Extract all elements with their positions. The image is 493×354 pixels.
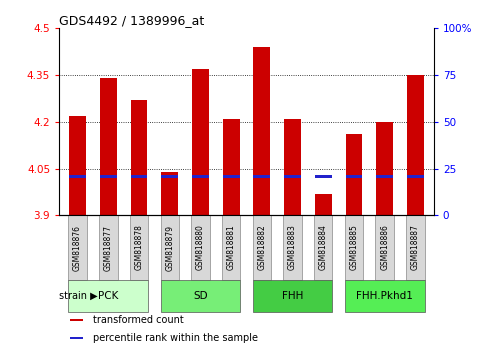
- Bar: [192, 69, 209, 215]
- FancyBboxPatch shape: [314, 215, 332, 280]
- Bar: [407, 75, 424, 215]
- Bar: [223, 119, 240, 215]
- FancyBboxPatch shape: [283, 215, 302, 280]
- Bar: [407, 175, 424, 178]
- Bar: [346, 134, 362, 215]
- FancyBboxPatch shape: [161, 215, 179, 280]
- Bar: [70, 337, 83, 339]
- Text: GSM818886: GSM818886: [380, 224, 389, 270]
- FancyBboxPatch shape: [130, 215, 148, 280]
- Text: transformed count: transformed count: [93, 315, 183, 325]
- Text: GSM818881: GSM818881: [227, 225, 236, 270]
- Text: GSM818887: GSM818887: [411, 224, 420, 270]
- FancyBboxPatch shape: [191, 215, 210, 280]
- FancyBboxPatch shape: [222, 215, 241, 280]
- FancyBboxPatch shape: [252, 215, 271, 280]
- Text: GSM818878: GSM818878: [135, 224, 143, 270]
- Bar: [69, 116, 86, 215]
- Text: GSM818884: GSM818884: [319, 224, 328, 270]
- Bar: [284, 119, 301, 215]
- Bar: [315, 194, 332, 215]
- Text: SD: SD: [193, 291, 208, 301]
- Bar: [192, 175, 209, 178]
- Text: GSM818883: GSM818883: [288, 224, 297, 270]
- Text: GSM818882: GSM818882: [257, 225, 266, 270]
- Bar: [376, 175, 393, 178]
- Bar: [161, 172, 178, 215]
- Text: GSM818876: GSM818876: [73, 224, 82, 270]
- FancyBboxPatch shape: [161, 280, 241, 312]
- Bar: [70, 319, 83, 321]
- Text: PCK: PCK: [98, 291, 118, 301]
- Text: GSM818885: GSM818885: [350, 224, 358, 270]
- Text: strain ▶: strain ▶: [59, 291, 98, 301]
- Bar: [315, 175, 332, 178]
- Bar: [253, 175, 270, 178]
- FancyBboxPatch shape: [69, 215, 87, 280]
- Bar: [161, 175, 178, 178]
- Bar: [253, 47, 270, 215]
- Bar: [346, 175, 362, 178]
- Bar: [100, 175, 117, 178]
- FancyBboxPatch shape: [376, 215, 394, 280]
- Text: GDS4492 / 1389996_at: GDS4492 / 1389996_at: [59, 14, 205, 27]
- Text: GSM818877: GSM818877: [104, 224, 113, 270]
- Text: percentile rank within the sample: percentile rank within the sample: [93, 333, 258, 343]
- Bar: [376, 122, 393, 215]
- Bar: [131, 100, 147, 215]
- Text: FHH: FHH: [282, 291, 303, 301]
- FancyBboxPatch shape: [69, 280, 148, 312]
- FancyBboxPatch shape: [406, 215, 424, 280]
- FancyBboxPatch shape: [345, 280, 424, 312]
- Bar: [69, 175, 86, 178]
- FancyBboxPatch shape: [99, 215, 117, 280]
- Bar: [223, 175, 240, 178]
- Bar: [131, 175, 147, 178]
- Text: FHH.Pkhd1: FHH.Pkhd1: [356, 291, 413, 301]
- Text: GSM818879: GSM818879: [165, 224, 174, 270]
- FancyBboxPatch shape: [252, 280, 332, 312]
- FancyBboxPatch shape: [345, 215, 363, 280]
- Bar: [100, 78, 117, 215]
- Text: GSM818880: GSM818880: [196, 224, 205, 270]
- Bar: [284, 175, 301, 178]
